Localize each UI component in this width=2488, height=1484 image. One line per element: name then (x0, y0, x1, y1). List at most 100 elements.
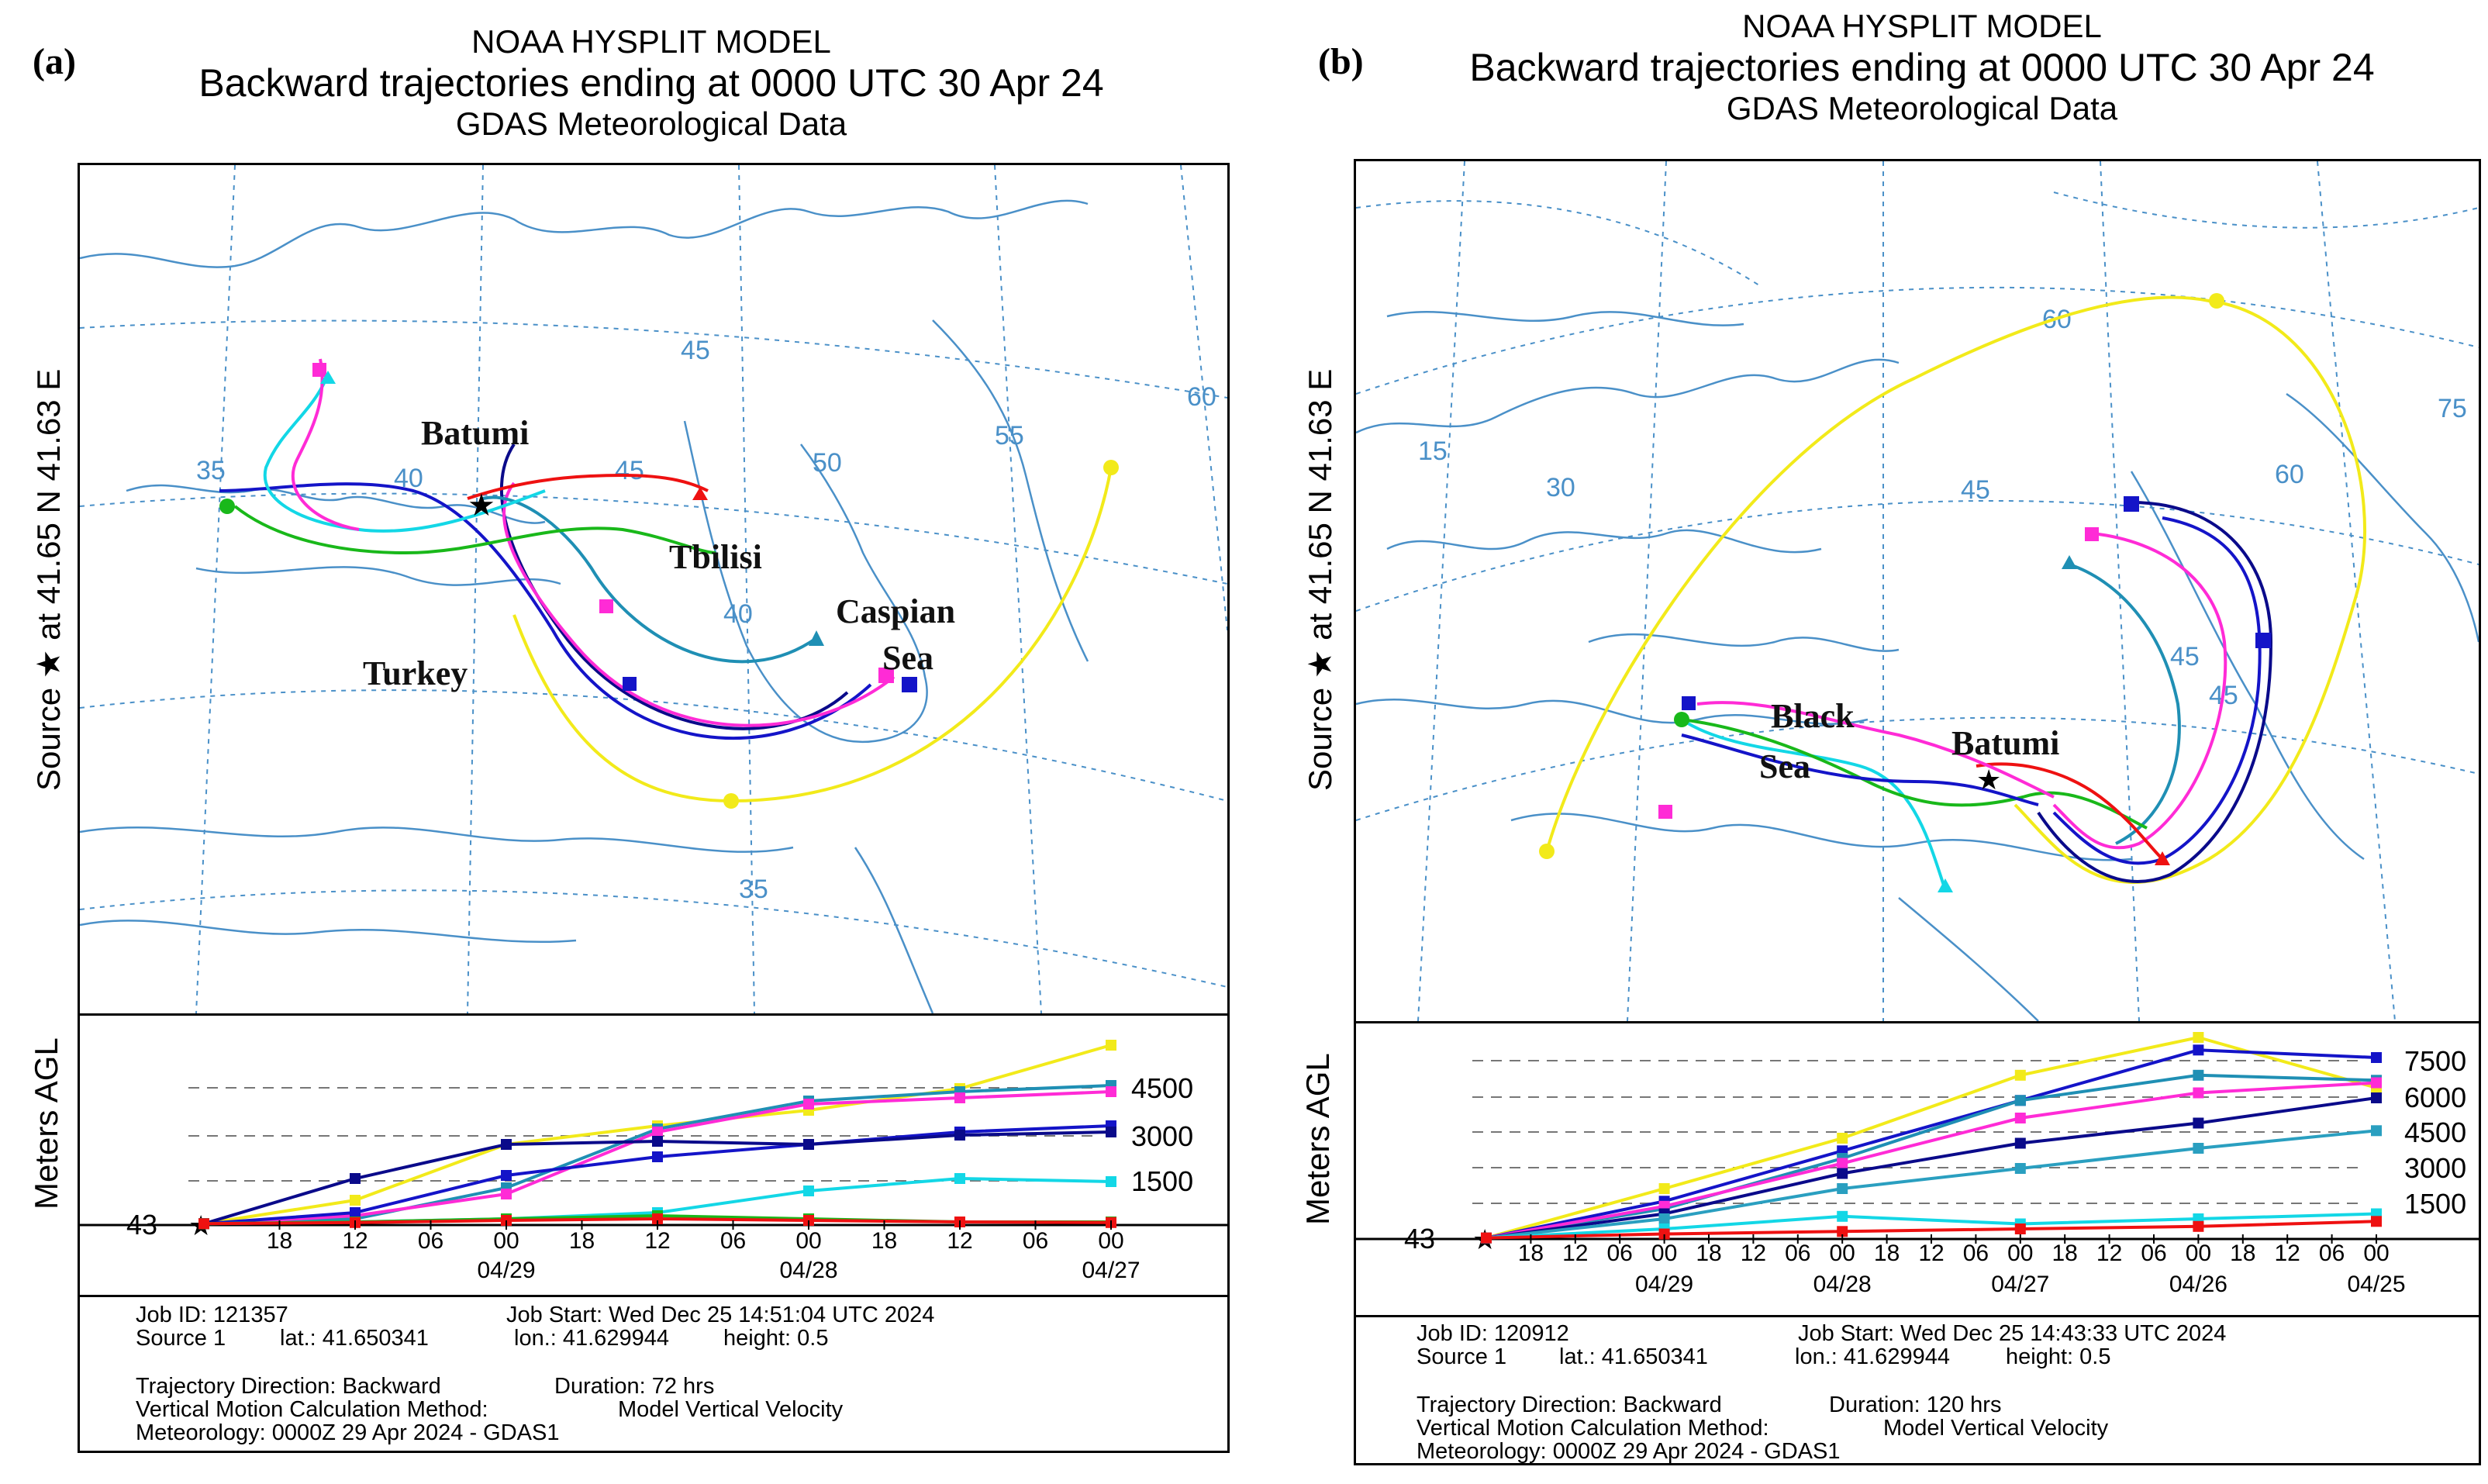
place-label: Sea (1759, 747, 1810, 785)
height-point-teal2 (2014, 1163, 2026, 1174)
lat-line (79, 689, 1228, 802)
height-line-teal2 (1486, 1129, 2377, 1240)
time-tick-label: 18 (1518, 1241, 1544, 1266)
date-tick-label: 04/28 (1813, 1272, 1872, 1297)
time-tick-label: 00 (2186, 1241, 2211, 1266)
source-height: height: 0.5 (2006, 1344, 2111, 1369)
lat-line (79, 319, 1228, 399)
time-tick-label: 00 (493, 1228, 519, 1254)
height-point-blue (2371, 1052, 2382, 1063)
height-point-red (1481, 1232, 1492, 1244)
place-label: Batumi (421, 414, 529, 452)
place-label: Sea (882, 639, 933, 677)
height-point-magenta (2371, 1077, 2382, 1089)
time-tick-label: 06 (1963, 1241, 1989, 1266)
job-start: Job Start: Wed Dec 25 14:51:04 UTC 2024 (506, 1303, 935, 1327)
height-point-blue (652, 1151, 663, 1162)
height-tick: 4500 (2404, 1116, 2466, 1148)
map-area: 15 30 45 60 75 60 45 45 (1354, 159, 2481, 1023)
height-line-navy (1486, 1096, 2377, 1240)
height-point-red (1658, 1228, 1670, 1240)
date-tick-label: 04/27 (1991, 1272, 2049, 1297)
height-point-navy (1837, 1168, 1848, 1179)
time-tick-label: 06 (418, 1228, 443, 1254)
height-point-cyan (1837, 1210, 1848, 1222)
source-label: Source ★ at 41.65 N 41.63 E (30, 368, 67, 791)
panel-title: NOAA HYSPLIT MODEL Backward trajectories… (1383, 8, 2461, 127)
height-point-magenta (1837, 1158, 1848, 1169)
height-point-navy (2193, 1117, 2204, 1129)
height-point-cyan (1106, 1176, 1116, 1187)
map-svg: 35 40 45 50 55 60 45 40 35 (79, 164, 1228, 1014)
time-axis: 18 12 06 00 18 12 06 00 18 12 06 00 18 12 06 00 18 12 06 00… (1518, 1234, 2406, 1297)
grid-label: 60 (2275, 460, 2304, 489)
source-lon: lon.: 41.629944 (1795, 1344, 1950, 1369)
height-plot: 4500 3000 1500 43 ★ 18120600181206001812… (78, 1013, 1230, 1297)
height-point-magenta (954, 1092, 965, 1103)
traj-direction: Trajectory Direction: Backward (1417, 1393, 1722, 1417)
vertical-method: Vertical Motion Calculation Method: (1417, 1416, 1769, 1441)
lat-line (79, 889, 1228, 988)
time-tick-label: 12 (1918, 1241, 1944, 1266)
source-height: height: 0.5 (723, 1326, 829, 1351)
info-box: Job ID: 120912 Job Start: Wed Dec 25 14:… (1354, 1315, 2481, 1465)
grid-label: 55 (995, 421, 1024, 450)
panel-title: NOAA HYSPLIT MODEL Backward trajectories… (93, 23, 1209, 143)
height-point-navy (652, 1136, 663, 1147)
grid-label: 60 (1187, 382, 1216, 412)
title-line-3: GDAS Meteorological Data (455, 105, 847, 142)
height-point-yellow (2014, 1069, 2026, 1081)
time-tick-label: 12 (2096, 1241, 2122, 1266)
height-point-red (652, 1213, 663, 1224)
source-lat: lat.: 41.650341 (1559, 1344, 1708, 1369)
height-point-yellow (1658, 1183, 1670, 1194)
height-tick: 7500 (2404, 1045, 2466, 1077)
trajectory-blue (219, 482, 872, 740)
height-point-navy (501, 1139, 512, 1150)
height-line-magenta (1486, 1081, 2377, 1240)
height-point-blue (2193, 1044, 2204, 1056)
ground-level: 43 (126, 1209, 157, 1241)
time-tick-label: 00 (2363, 1241, 2389, 1266)
height-point-teal (2193, 1069, 2204, 1081)
trajectory-markers (1539, 293, 2271, 892)
grid-label: 35 (739, 875, 768, 904)
vertical-method: Vertical Motion Calculation Method: (136, 1397, 488, 1422)
height-point-blue (501, 1170, 512, 1181)
height-point-red (2193, 1220, 2204, 1232)
place-label: Tbilisi (669, 538, 762, 576)
job-id: Job ID: 121357 (136, 1303, 288, 1327)
height-point-magenta (803, 1099, 814, 1110)
source-star-icon: ★ (1976, 764, 2001, 795)
grid-label: 40 (723, 599, 753, 629)
place-label: Turkey (363, 654, 468, 692)
height-point-navy (350, 1173, 361, 1184)
height-svg: 4500 3000 1500 43 ★ 18120600181206001812… (80, 1040, 1227, 1283)
meters-agl-label: Meters AGL (1299, 1053, 1336, 1225)
trajectory-magenta-2 (291, 358, 360, 531)
date-tick-label: 04/26 (2169, 1272, 2227, 1297)
time-tick-label: 06 (1607, 1241, 1633, 1266)
height-point-magenta (2014, 1113, 2026, 1123)
panel-letter: (a) (33, 41, 76, 82)
info-box: Job ID: 121357 Job Start: Wed Dec 25 14:… (78, 1295, 1230, 1453)
time-tick-label: 12 (644, 1228, 670, 1254)
height-point-teal2 (1837, 1183, 1848, 1194)
lon-line (1180, 164, 1228, 631)
panel-letter: (b) (1318, 41, 1364, 82)
height-tick: 1500 (2404, 1188, 2466, 1220)
source-label: Source ★ at 41.65 N 41.63 E (1302, 368, 1338, 791)
grid-label: 50 (813, 448, 842, 478)
grid-label: 45 (615, 456, 644, 485)
date-tick-label: 04/25 (2347, 1272, 2405, 1297)
time-tick-label: 12 (342, 1228, 368, 1254)
time-tick-label: 18 (1696, 1241, 1721, 1266)
time-tick-label: 18 (2230, 1241, 2255, 1266)
height-point-red (1837, 1226, 1848, 1237)
title-line-2: Backward trajectories ending at 0000 UTC… (1469, 46, 2375, 89)
job-start: Job Start: Wed Dec 25 14:43:33 UTC 2024 (1798, 1321, 2227, 1346)
time-tick-label: 06 (1023, 1228, 1048, 1254)
height-point-teal (2014, 1095, 2026, 1106)
height-series (1481, 1032, 2382, 1244)
time-tick-label: 00 (1098, 1228, 1123, 1254)
